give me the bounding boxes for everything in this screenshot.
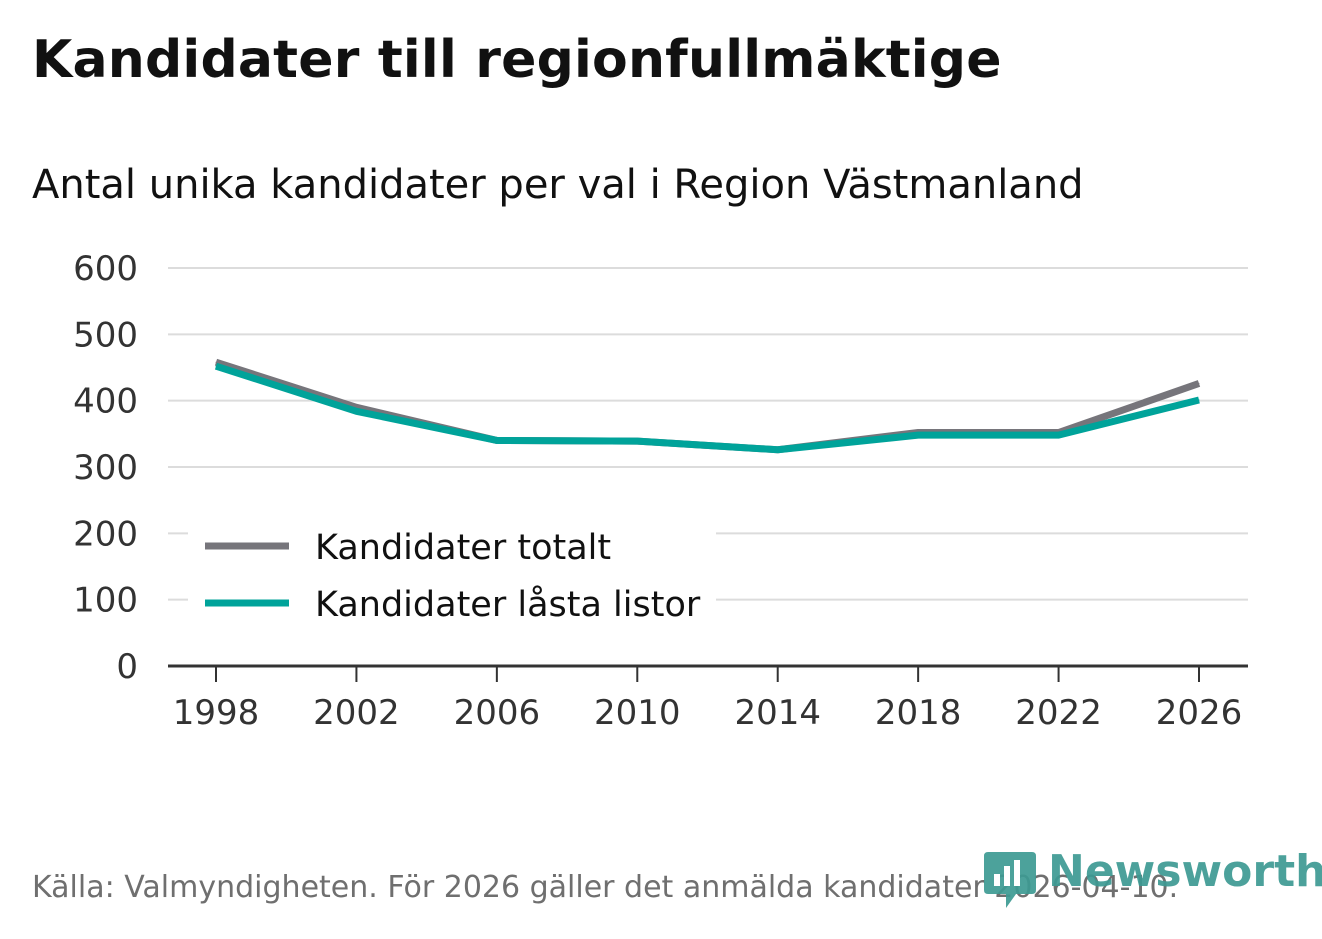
series-lines	[214, 358, 1201, 454]
chart-title: Kandidater till regionfullmäktige	[32, 30, 1002, 90]
data-point	[496, 439, 498, 441]
y-tick-label: 400	[73, 382, 138, 422]
data-point	[636, 440, 638, 442]
x-tick-label: 2018	[875, 693, 962, 733]
x-tick-label: 2022	[1015, 693, 1102, 733]
data-point	[1198, 399, 1200, 401]
series-line-lasta-listor	[214, 362, 1200, 454]
y-tick-label: 300	[73, 448, 138, 488]
data-point	[215, 361, 217, 363]
data-point	[355, 410, 357, 412]
y-tick-label: 600	[73, 249, 138, 289]
y-tick-label: 200	[73, 514, 138, 554]
data-point	[777, 449, 779, 451]
y-tick-label: 100	[73, 581, 138, 621]
legend-label: Kandidater låsta listor	[315, 584, 701, 625]
x-tick-label: 2026	[1156, 693, 1243, 733]
legend: Kandidater totalt Kandidater låsta listor	[188, 516, 716, 634]
brand-name: Newsworthy	[1048, 846, 1322, 897]
x-tick-label: 2006	[454, 693, 541, 733]
y-tick-label: 0	[116, 647, 138, 687]
x-tick-label: 2002	[313, 693, 400, 733]
data-point	[1058, 434, 1060, 436]
brand-logo: Newsworthy	[982, 846, 1322, 912]
data-point	[215, 365, 217, 367]
newsworthy-logo-icon	[984, 852, 1036, 908]
data-point	[917, 434, 919, 436]
chart-subtitle: Antal unika kandidater per val i Region …	[32, 162, 1084, 208]
x-tick-label: 2010	[594, 693, 681, 733]
legend-background	[188, 516, 716, 634]
legend-label: Kandidater totalt	[315, 528, 611, 568]
axes: 0 100 200 300 400 500 600 1998 2002 2006 2010 2014 2…	[73, 249, 1248, 733]
x-tick-label: 1998	[173, 693, 260, 733]
x-tick-label: 2014	[734, 693, 821, 733]
y-tick-label: 500	[73, 315, 138, 355]
data-point	[1198, 382, 1200, 384]
